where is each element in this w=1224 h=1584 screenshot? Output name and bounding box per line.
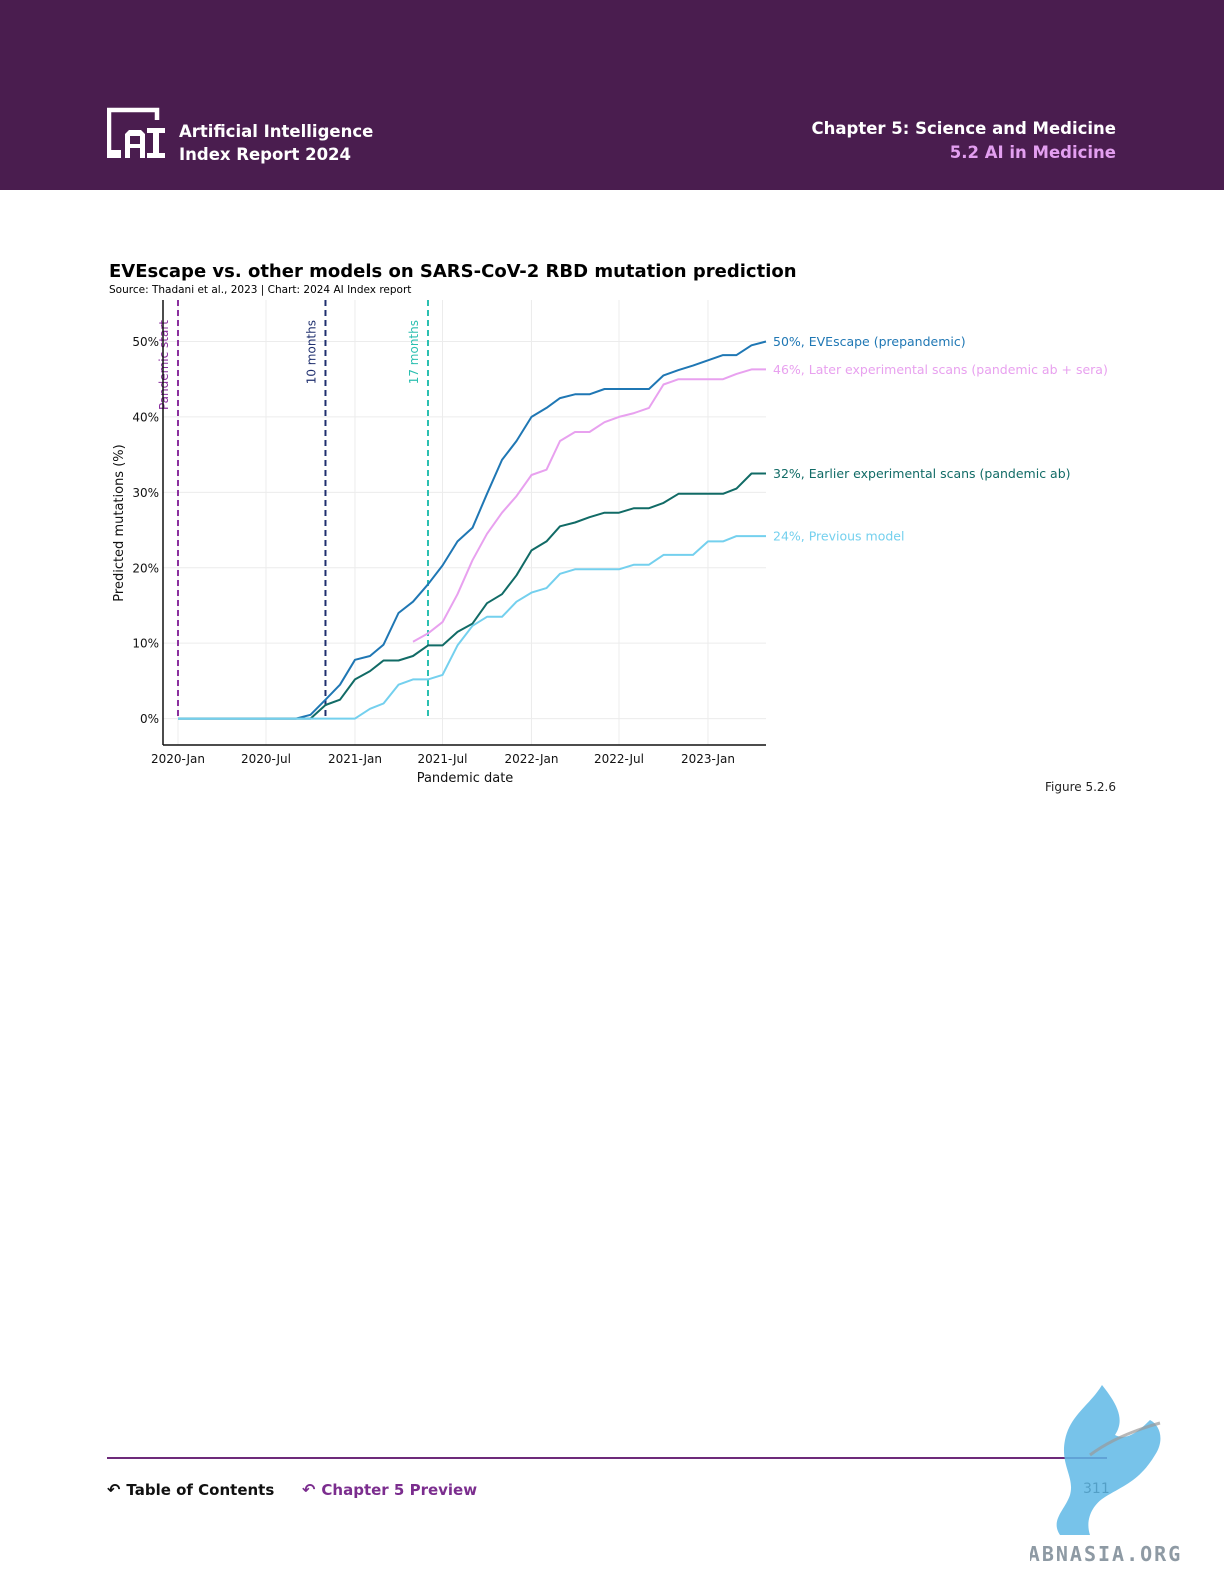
series-label: 24%, Previous model <box>773 529 904 544</box>
x-tick-label: 2020-Jul <box>241 752 291 766</box>
series-labels: 50%, EVEscape (prepandemic) 46%, Later ex… <box>773 334 1108 544</box>
figure-number: Figure 5.2.6 <box>1045 780 1116 794</box>
ai-index-logo <box>107 107 165 158</box>
brand-line-2: Index Report 2024 <box>179 145 352 164</box>
brand-line-1: Artificial Intelligence <box>179 122 374 141</box>
y-tick-label: 0% <box>140 712 159 726</box>
table-of-contents-label: Table of Contents <box>126 1480 275 1499</box>
griffin-watermark-icon: ABNASIA.ORG <box>1030 1385 1180 1565</box>
footer-divider <box>107 1457 1107 1459</box>
y-tick-label: 50% <box>132 335 159 349</box>
watermark-text: ABNASIA.ORG <box>1030 1542 1180 1565</box>
x-axis-label: Pandemic date <box>417 771 514 786</box>
section-title: 5.2 AI in Medicine <box>949 143 1116 162</box>
return-arrow-icon: ↶ <box>302 1480 316 1499</box>
report-header: Artificial Intelligence Index Report 202… <box>0 0 1224 190</box>
chapter-heading: Chapter 5: Science and Medicine 5.2 AI i… <box>812 117 1116 165</box>
y-tick-label: 10% <box>132 637 159 651</box>
return-arrow-icon: ↶ <box>107 1480 121 1499</box>
series-line <box>178 340 767 720</box>
tick-labels: 0% 10% 20% 30% 40% 50% 2020-Jan 2020-Jul 2021-Ja… <box>132 335 735 766</box>
report-brand: Artificial Intelligence Index Report 202… <box>179 120 373 166</box>
x-tick-label: 2021-Jan <box>328 752 382 766</box>
table-of-contents-link[interactable]: ↶ Table of Contents <box>107 1480 274 1499</box>
series-label: 46%, Later experimental scans (pandemic … <box>773 362 1108 377</box>
axes <box>162 300 766 746</box>
series-line <box>412 368 766 643</box>
y-tick-label: 30% <box>132 486 159 500</box>
series-line <box>178 535 766 720</box>
x-tick-label: 2022-Jan <box>504 752 558 766</box>
y-tick-label: 40% <box>132 410 159 424</box>
series-line <box>178 472 766 720</box>
series-label: 50%, EVEscape (prepandemic) <box>773 334 966 349</box>
series-lines <box>178 340 767 720</box>
chapter-preview-link[interactable]: ↶ Chapter 5 Preview <box>302 1480 477 1499</box>
series-label: 32%, Earlier experimental scans (pandemi… <box>773 466 1071 481</box>
y-tick-label: 20% <box>132 561 159 575</box>
reference-line-label: Pandemic start <box>157 320 171 410</box>
chapter-preview-label: Chapter 5 Preview <box>321 1480 478 1499</box>
grid-lines <box>163 300 766 745</box>
x-tick-label: 2020-Jan <box>151 752 205 766</box>
chart-title: EVEscape vs. other models on SARS-CoV-2 … <box>109 261 797 282</box>
x-tick-label: 2022-Jul <box>594 752 644 766</box>
reference-line-label: 17 months <box>407 320 421 384</box>
x-tick-label: 2023-Jan <box>681 752 735 766</box>
chapter-title: Chapter 5: Science and Medicine <box>811 119 1116 138</box>
line-chart: Pandemic start 10 months 17 months 0% 10% 20… <box>112 300 1108 786</box>
chart-source: Source: Thadani et al., 2023 | Chart: 20… <box>109 284 412 296</box>
reference-line-label: 10 months <box>304 320 318 384</box>
x-tick-label: 2021-Jul <box>417 752 467 766</box>
reference-lines: Pandemic start 10 months 17 months <box>157 300 429 719</box>
y-axis-label: Predicted mutations (%) <box>112 444 127 601</box>
